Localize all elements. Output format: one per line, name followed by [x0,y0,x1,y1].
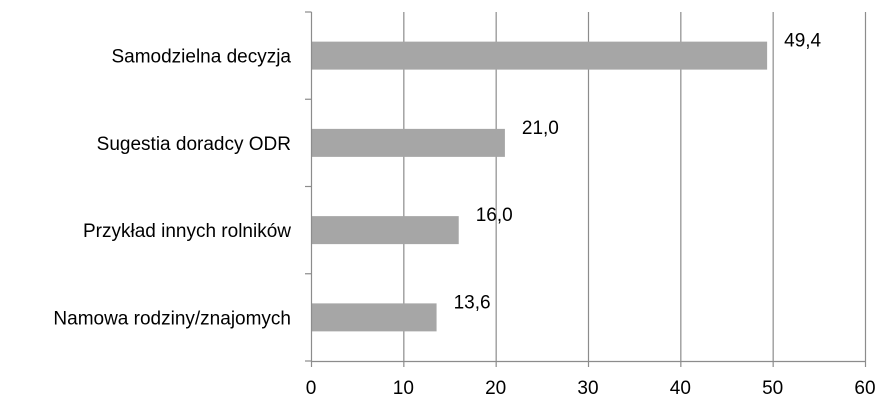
axes [305,11,867,367]
bar [312,41,768,70]
x-tick-label: 30 [577,378,598,399]
x-tick-label: 50 [762,378,783,399]
x-tick-label: 0 [306,378,317,399]
labels: 0 10 20 30 40 50 60 Samodzielna decyzja 49,4 Suge… [53,31,875,399]
category-label: Namowa rodziny/znajomych [53,308,291,329]
x-tick-label: 10 [393,378,414,399]
data-label: 13,6 [454,292,491,313]
data-label: 21,0 [522,118,559,139]
bar [312,303,437,332]
bar [312,128,505,157]
gridlines [403,12,867,361]
category-label: Sugestia doradcy ODR [97,134,291,155]
x-tick-label: 60 [854,378,875,399]
bars [312,41,768,332]
data-label: 16,0 [476,205,513,226]
bar [312,216,459,245]
x-tick-label: 40 [670,378,691,399]
category-label: Samodzielna decyzja [111,47,291,68]
x-tick-label: 20 [485,378,506,399]
data-label: 49,4 [784,31,821,52]
category-label: Przykład innych rolników [83,221,291,242]
